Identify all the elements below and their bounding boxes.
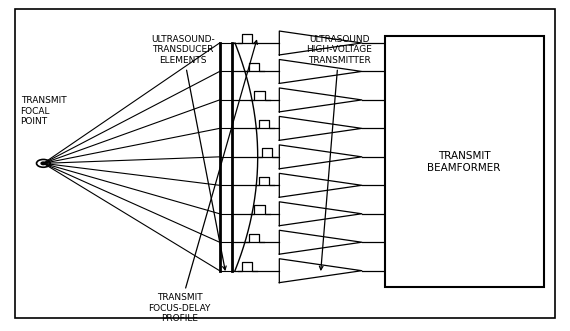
- Circle shape: [41, 162, 46, 165]
- Text: TRANSMIT
FOCAL
POINT: TRANSMIT FOCAL POINT: [21, 96, 66, 126]
- Text: TRANSMIT
BEAMFORMER: TRANSMIT BEAMFORMER: [428, 151, 501, 172]
- Bar: [385, 36, 544, 287]
- Text: TRANSMIT
FOCUS-DELAY
PROFILE: TRANSMIT FOCUS-DELAY PROFILE: [149, 40, 257, 323]
- Text: ULTRASOUND
HIGH-VOLTAGE
TRANSMITTER: ULTRASOUND HIGH-VOLTAGE TRANSMITTER: [306, 35, 372, 270]
- Text: ULTRASOUND-
TRANSDUCER
ELEMENTS: ULTRASOUND- TRANSDUCER ELEMENTS: [151, 35, 226, 270]
